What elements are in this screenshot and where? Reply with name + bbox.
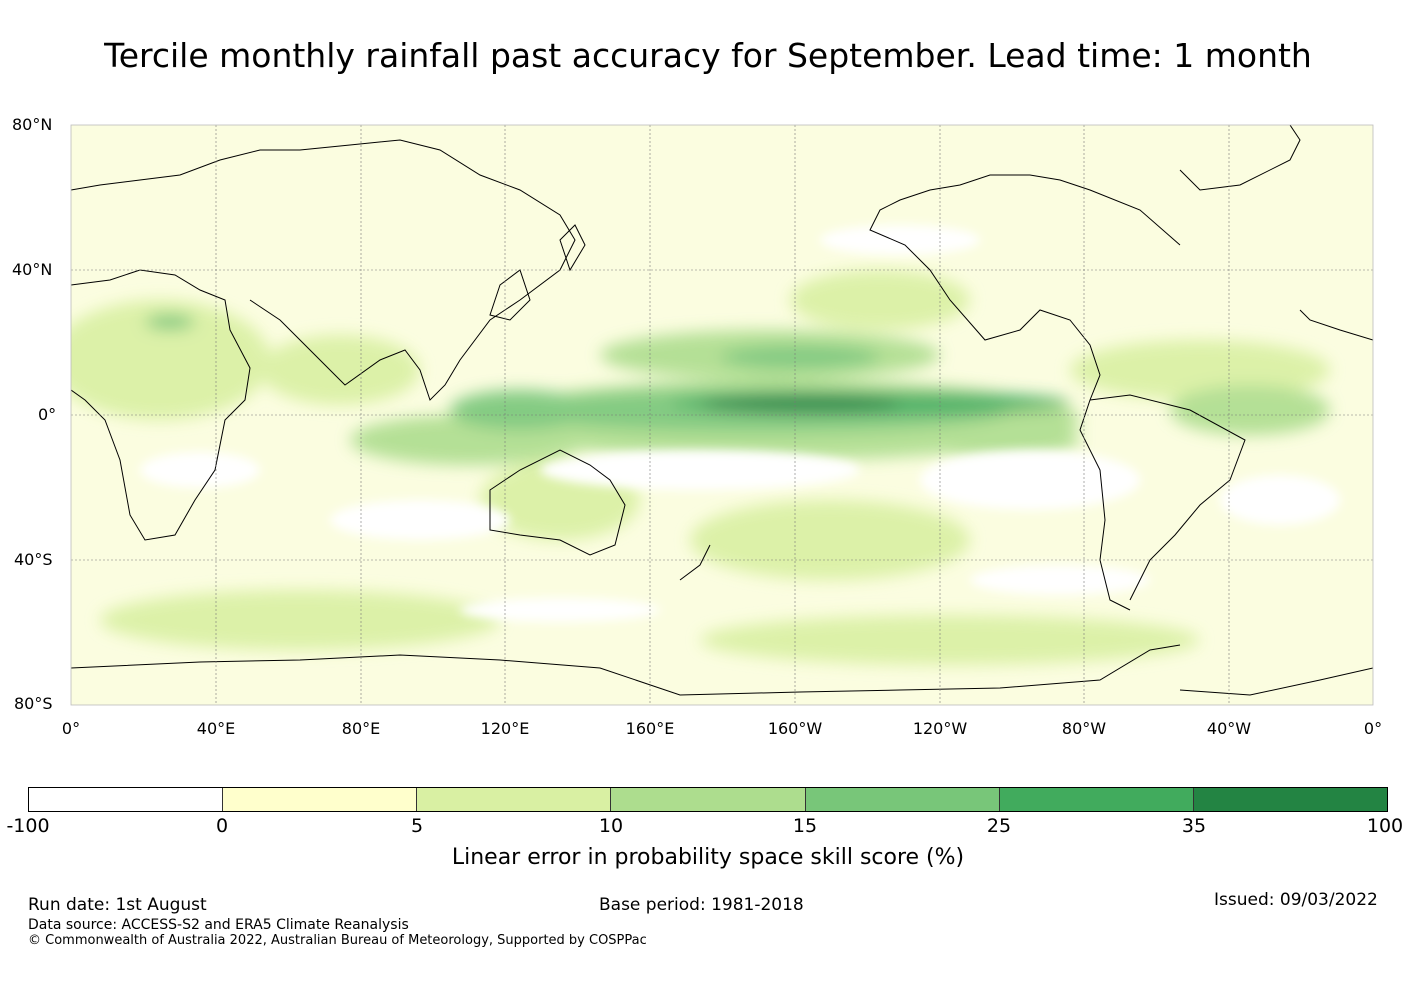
- lon-label-0-left: 0°: [61, 719, 81, 738]
- lon-label-0-right: 0°: [1363, 719, 1383, 738]
- colorbar-tick: 35: [1181, 815, 1207, 837]
- skill-map: [70, 124, 1374, 706]
- lon-label-160e: 160°E: [625, 719, 675, 738]
- gridlines: [71, 125, 1373, 705]
- lon-label-120e: 120°E: [480, 719, 530, 738]
- colorbar-tick: 5: [410, 815, 424, 837]
- map-frame: [70, 124, 1374, 706]
- colorbar-tick: 15: [792, 815, 818, 837]
- lon-label-160w: 160°W: [767, 719, 823, 738]
- skill-field: [71, 270, 1330, 665]
- colorbar-segment: [805, 788, 1000, 811]
- copyright: © Commonwealth of Australia 2022, Austra…: [28, 933, 647, 948]
- lon-label-40w: 40°W: [1206, 719, 1252, 738]
- lon-label-80w: 80°W: [1061, 719, 1107, 738]
- lat-label-equator: 0°: [38, 405, 57, 424]
- colorbar-segment: [1193, 788, 1387, 811]
- colorbar-tick: 25: [986, 815, 1012, 837]
- data-source: Data source: ACCESS-S2 and ERA5 Climate …: [28, 917, 409, 933]
- colorbar-tick: 0: [215, 815, 229, 837]
- colorbar: [28, 787, 1388, 812]
- coastlines: [71, 125, 1373, 696]
- lat-label-80n: 80°N: [12, 115, 53, 134]
- run-date: Run date: 1st August: [28, 895, 207, 915]
- colorbar-segment: [223, 788, 418, 811]
- colorbar-segment: [999, 788, 1194, 811]
- colorbar-segment: [29, 788, 224, 811]
- lat-label-40n: 40°N: [12, 260, 53, 279]
- colorbar-tick: 10: [598, 815, 624, 837]
- colorbar-segment: [611, 788, 806, 811]
- chart-title: Tercile monthly rainfall past accuracy f…: [104, 36, 1312, 75]
- lon-label-80e: 80°E: [341, 719, 381, 738]
- issued-date: Issued: 09/03/2022: [1214, 890, 1378, 910]
- lat-label-80s: 80°S: [14, 694, 53, 713]
- colorbar-tick: -100: [6, 815, 50, 837]
- lon-label-120w: 120°W: [912, 719, 968, 738]
- lon-label-40e: 40°E: [196, 719, 236, 738]
- colorbar-segment: [417, 788, 612, 811]
- colorbar-tick: 100: [1366, 815, 1404, 837]
- colorbar-label: Linear error in probability space skill …: [451, 845, 965, 870]
- negative-skill-patches: [140, 225, 1340, 622]
- lat-label-40s: 40°S: [14, 550, 53, 569]
- base-period: Base period: 1981-2018: [599, 895, 804, 915]
